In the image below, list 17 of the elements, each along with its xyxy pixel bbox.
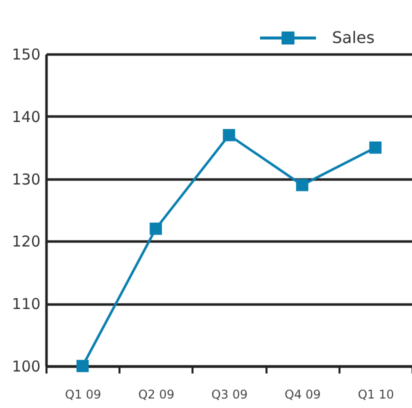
x-tick-label: Q4 09: [284, 388, 321, 402]
point: [369, 141, 382, 154]
y-tick-label: 130: [12, 170, 40, 188]
point: [76, 360, 89, 372]
y-tick-label: 100: [12, 358, 40, 376]
point: [296, 178, 308, 192]
point: [222, 128, 236, 142]
x-tick-label: Q2 09: [138, 388, 174, 402]
x-tick-label: Q1 09: [65, 388, 102, 402]
point: [150, 222, 162, 235]
y-tick-label: 120: [12, 232, 40, 251]
y-tick-label: 140: [12, 108, 40, 126]
y-tick-label: 110: [12, 295, 40, 314]
legend-label: Sales: [332, 28, 375, 47]
x-tick-label: Q3 09: [211, 388, 248, 402]
x-tick-label: Q1 10: [358, 388, 394, 402]
y-tick-label: 150: [12, 46, 40, 64]
